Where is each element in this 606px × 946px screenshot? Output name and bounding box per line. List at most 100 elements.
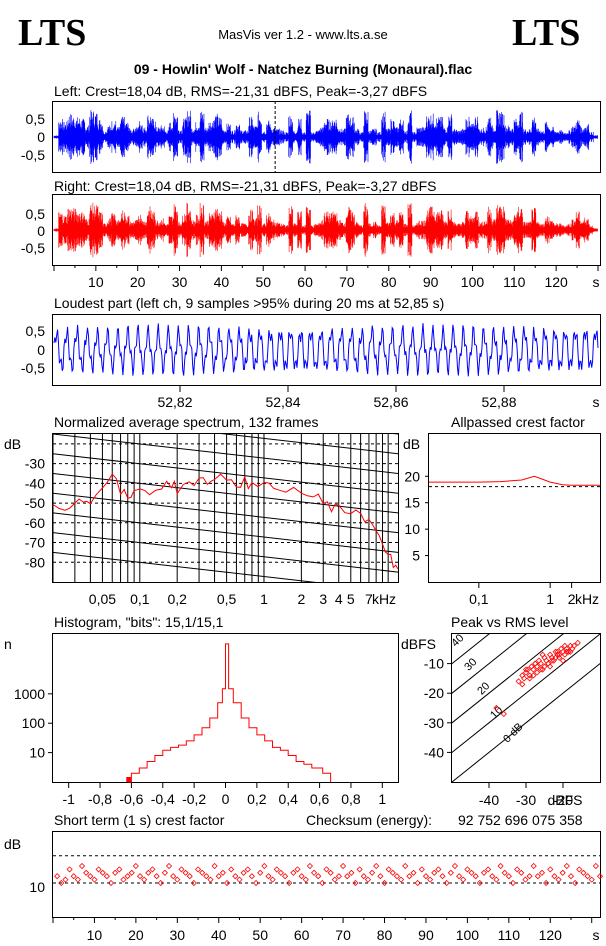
short-term-crest-point <box>165 862 173 870</box>
left-waveform-y-ticks: 0,5 0 -0,5 <box>21 111 45 163</box>
checksum-value: 92 752 696 075 358 <box>458 812 583 828</box>
pvr-diagonal-line <box>452 634 564 724</box>
time-tick-label: 100 <box>461 274 485 290</box>
short-term-crest-point <box>522 876 529 883</box>
spectrum-slope-line <box>53 532 398 573</box>
pvr-point <box>539 651 546 658</box>
short-term-crest-point <box>563 862 570 870</box>
short-term-crest-point <box>311 869 318 876</box>
pvr-point <box>493 704 500 712</box>
spectrum-x-tick-label: 1 <box>260 591 268 607</box>
short-term-crest-point <box>335 873 342 880</box>
short-term-crest-panel: Short term (1 s) crest factor Checksum (… <box>4 812 604 943</box>
histogram-x-tick-label: -0,4 <box>151 791 175 807</box>
pvr-point <box>565 648 572 655</box>
loudest-y-tick-0: 0 <box>37 342 45 358</box>
short-term-crest-point <box>456 873 463 880</box>
pvr-diagonal-label: 30 <box>462 656 479 673</box>
histogram-y-tick-label: 10 <box>29 745 45 761</box>
allpass-y-tick-label: 10 <box>404 521 420 537</box>
short-term-crest-x-tick-label: 110 <box>498 927 521 943</box>
short-term-crest-point <box>364 876 372 883</box>
histogram-x-tick-label: 0,2 <box>247 791 267 807</box>
short-term-crest-point <box>447 869 454 876</box>
short-term-crest-point <box>66 866 73 873</box>
allpass-x-tick-label: 0,1 <box>469 591 489 607</box>
short-term-crest-point <box>505 873 512 880</box>
spectrum-slope-line <box>221 434 398 455</box>
time-tick-label: 80 <box>381 274 397 290</box>
pvr-x-tick-label: -20 <box>553 792 573 808</box>
histogram-trace <box>128 643 332 783</box>
short-term-crest-point <box>261 862 268 870</box>
spectrum-x-tick-label: 3 <box>319 591 327 607</box>
right-waveform-panel: Right: Crest=18,04 dB, RMS=-21,31 dBFS, … <box>21 178 601 290</box>
short-term-crest-point <box>132 862 139 870</box>
short-term-crest-point <box>323 866 330 873</box>
short-term-crest-point <box>369 869 376 876</box>
short-term-crest-point <box>277 869 284 876</box>
histogram-y-label: n <box>4 636 12 652</box>
short-term-crest-point <box>70 873 77 880</box>
pvr-y-tick-label: -10 <box>424 656 444 672</box>
pvr-point <box>526 675 533 682</box>
short-term-crest-point <box>439 873 446 880</box>
short-term-crest-point <box>526 873 533 880</box>
pvr-diagonal-line <box>452 634 600 754</box>
short-term-crest-point <box>74 876 81 883</box>
time-axis-unit: s <box>593 274 600 290</box>
short-term-crest-point <box>207 876 214 883</box>
short-term-crest-point <box>596 873 604 880</box>
short-term-crest-point <box>327 869 334 876</box>
short-term-crest-x-tick-label: 30 <box>170 927 186 943</box>
time-tick-label: 20 <box>130 274 146 290</box>
short-term-crest-point <box>62 876 69 883</box>
histogram-x-tick-label: 0,6 <box>310 791 330 807</box>
pvr-point <box>515 678 522 685</box>
spectrum-x-tick-label: 0,1 <box>130 591 150 607</box>
short-term-crest-point <box>199 869 206 876</box>
short-term-crest-point <box>281 873 289 880</box>
pvr-point <box>546 663 554 670</box>
short-term-crest-point <box>352 879 359 887</box>
short-term-crest-point <box>588 876 595 883</box>
pvr-y-tick-label: -20 <box>424 685 444 701</box>
short-term-crest-point <box>54 873 61 880</box>
short-term-crest-point <box>472 873 479 880</box>
short-term-crest-y-label: dB <box>4 836 21 852</box>
spectrum-title: Normalized average spectrum, 132 frames <box>54 414 319 430</box>
short-term-crest-point <box>422 873 430 880</box>
peak-vs-rms-y-label: dBFS <box>401 636 436 652</box>
histogram-x-tick-label: -0,2 <box>182 791 206 807</box>
short-term-crest-point <box>534 873 541 880</box>
allpass-y-tick-label: 20 <box>404 468 420 484</box>
pvr-point <box>537 660 544 667</box>
short-term-crest-point <box>547 866 554 873</box>
short-term-crest-point <box>385 866 392 873</box>
short-term-crest-point <box>219 869 226 876</box>
short-term-crest-frame <box>52 831 601 918</box>
checksum-label: Checksum (energy): <box>306 812 432 828</box>
short-term-crest-point <box>555 876 562 883</box>
short-term-crest-point <box>377 873 384 880</box>
short-term-crest-point <box>514 866 521 873</box>
version-text: MasVis ver 1.2 - www.lts.a.se <box>218 27 388 42</box>
pvr-point <box>530 672 537 679</box>
time-tick-label: 10 <box>88 274 104 290</box>
histogram-y-tick-label: 1000 <box>14 686 45 702</box>
short-term-crest-point <box>103 873 110 880</box>
short-term-crest-point <box>248 873 255 880</box>
spectrum-slope-line <box>53 453 398 494</box>
short-term-crest-point <box>356 866 363 873</box>
short-term-crest-point <box>182 869 189 876</box>
short-term-crest-point <box>543 879 550 887</box>
allpass-x-tick-label: 2 <box>568 591 576 607</box>
loudest-part-panel: Loudest part (left ch, 9 samples >95% du… <box>21 295 601 410</box>
short-term-crest-x-tick-label: 100 <box>456 927 480 943</box>
loudest-y-tick-0-5: 0,5 <box>26 323 46 339</box>
lts-logo-left: LTS <box>18 12 86 54</box>
pvr-point <box>554 648 561 655</box>
short-term-crest-point <box>567 873 575 880</box>
loudest-x-tick-label: 52,82 <box>157 394 192 410</box>
